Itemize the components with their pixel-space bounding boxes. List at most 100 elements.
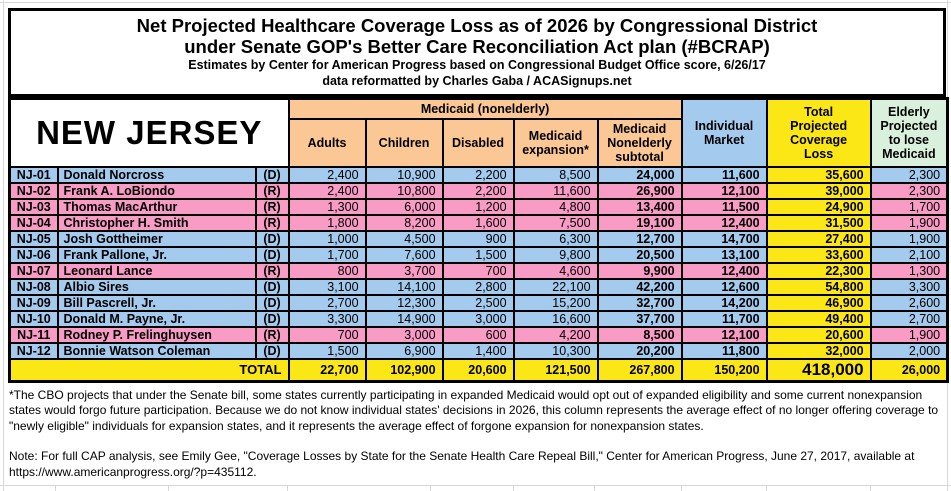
value-cell: 800 [287,261,367,280]
value-cell: 35,600 [765,165,872,184]
district-cell: NJ-09 [8,293,59,312]
total-value-cell: 26,000 [869,357,949,382]
value-cell: 10,300 [512,341,599,360]
party-cell: (R) [254,197,290,216]
sheet-gridline [3,0,4,491]
value-cell: 3,300 [287,309,367,328]
sheet-gridline [430,485,431,491]
value-cell: 9,900 [596,261,683,280]
sheet-gridline [168,485,169,491]
value-cell: 2,100 [869,245,949,264]
district-cell: NJ-10 [8,309,59,328]
total-value-cell: 20,600 [441,357,515,382]
value-cell: 1,300 [287,197,367,216]
value-cell: 24,900 [765,197,872,216]
rep-name-cell: Christopher H. Smith [56,213,257,232]
value-cell: 33,600 [765,245,872,264]
state-name-header: NEW JERSEY [8,97,290,168]
total-value-cell: 22,700 [287,357,367,382]
col-header-adults: Adults [287,117,367,168]
table-row: NJ-11 Rodney P. Frelinghuysen (R) 700 3,… [8,325,949,344]
value-cell: 1,200 [441,197,515,216]
value-cell: 20,600 [765,325,872,344]
value-cell: 19,100 [596,213,683,232]
party-cell: (R) [254,325,290,344]
rep-name-cell: Frank Pallone, Jr. [56,245,257,264]
district-cell: NJ-05 [8,229,59,248]
rep-name-cell: Albio Sires [56,277,257,296]
medicaid-group-header: Medicaid (nonelderly) [287,97,683,120]
table-row: NJ-01 Donald Norcross (D) 2,400 10,900 2… [8,165,949,184]
value-cell: 1,400 [441,341,515,360]
value-cell: 6,300 [512,229,599,248]
sheet-content: Net Projected Healthcare Coverage Loss a… [8,8,950,481]
sheet-gridline [594,485,595,491]
value-cell: 600 [441,325,515,344]
value-cell: 10,800 [364,181,444,200]
value-cell: 14,900 [364,309,444,328]
col-header-elderly-medicaid-label: Elderly Projected to lose Medicaid [880,104,938,161]
value-cell: 1,300 [869,261,949,280]
expansion-footnote: *The CBO projects that under the Senate … [9,387,939,433]
rep-name-cell: Rodney P. Frelinghuysen [56,325,257,344]
party-cell: (D) [254,165,290,184]
value-cell: 12,300 [364,293,444,312]
value-cell: 9,800 [512,245,599,264]
rep-name-cell: Donald Norcross [56,165,257,184]
value-cell: 700 [441,261,515,280]
value-cell: 13,400 [596,197,683,216]
total-value-cell: 121,500 [512,357,599,382]
value-cell: 16,600 [512,309,599,328]
value-cell: 46,900 [765,293,872,312]
value-cell: 20,500 [596,245,683,264]
table-row: NJ-03 Thomas MacArthur (R) 1,300 6,000 1… [8,197,949,216]
col-header-individual-market: Individual Market [680,97,768,168]
value-cell: 12,100 [680,181,768,200]
value-cell: 11,600 [680,165,768,184]
rep-name-cell: Josh Gottheimer [56,229,257,248]
value-cell: 3,100 [287,277,367,296]
value-cell: 1,900 [869,213,949,232]
table-row: NJ-12 Bonnie Watson Coleman (D) 1,500 6,… [8,341,949,360]
value-cell: 11,700 [680,309,768,328]
table-row: NJ-02 Frank A. LoBiondo (R) 2,400 10,800… [8,181,949,200]
district-cell: NJ-04 [8,213,59,232]
district-cell: NJ-06 [8,245,59,264]
value-cell: 1,600 [441,213,515,232]
value-cell: 3,300 [869,277,949,296]
value-cell: 1,700 [869,197,949,216]
value-cell: 12,700 [596,229,683,248]
party-cell: (D) [254,277,290,296]
value-cell: 12,600 [680,277,768,296]
sheet-gridline [766,485,767,491]
value-cell: 8,200 [364,213,444,232]
value-cell: 31,500 [765,213,872,232]
title-block: Net Projected Healthcare Coverage Loss a… [8,8,946,97]
district-cell: NJ-02 [8,181,59,200]
value-cell: 2,800 [441,277,515,296]
value-cell: 14,200 [680,293,768,312]
value-cell: 1,700 [287,245,367,264]
title-line-2: under Senate GOP's Better Care Reconcili… [184,36,770,57]
party-cell: (D) [254,229,290,248]
value-cell: 12,400 [680,213,768,232]
table-row: NJ-07 Leonard Lance (R) 800 3,700 700 4,… [8,261,949,280]
value-cell: 3,000 [441,309,515,328]
value-cell: 11,800 [680,341,768,360]
value-cell: 37,700 [596,309,683,328]
col-header-total-projected-loss: Total Projected Coverage Loss [765,97,872,168]
value-cell: 3,700 [364,261,444,280]
sheet-gridline [287,485,288,491]
value-cell: 4,200 [512,325,599,344]
sheet-gridline [0,2,951,3]
value-cell: 6,000 [364,197,444,216]
coverage-loss-table: NEW JERSEY Medicaid (nonelderly) Individ… [8,97,950,383]
value-cell: 14,100 [364,277,444,296]
total-row: TOTAL 22,700 102,900 20,600 121,500 267,… [8,357,949,382]
value-cell: 1,500 [287,341,367,360]
rep-name-cell: Thomas MacArthur [56,197,257,216]
rep-name-cell: Frank A. LoBiondo [56,181,257,200]
value-cell: 1,000 [287,229,367,248]
table-row: NJ-04 Christopher H. Smith (R) 1,800 8,2… [8,213,949,232]
footnotes: *The CBO projects that under the Senate … [8,388,944,481]
